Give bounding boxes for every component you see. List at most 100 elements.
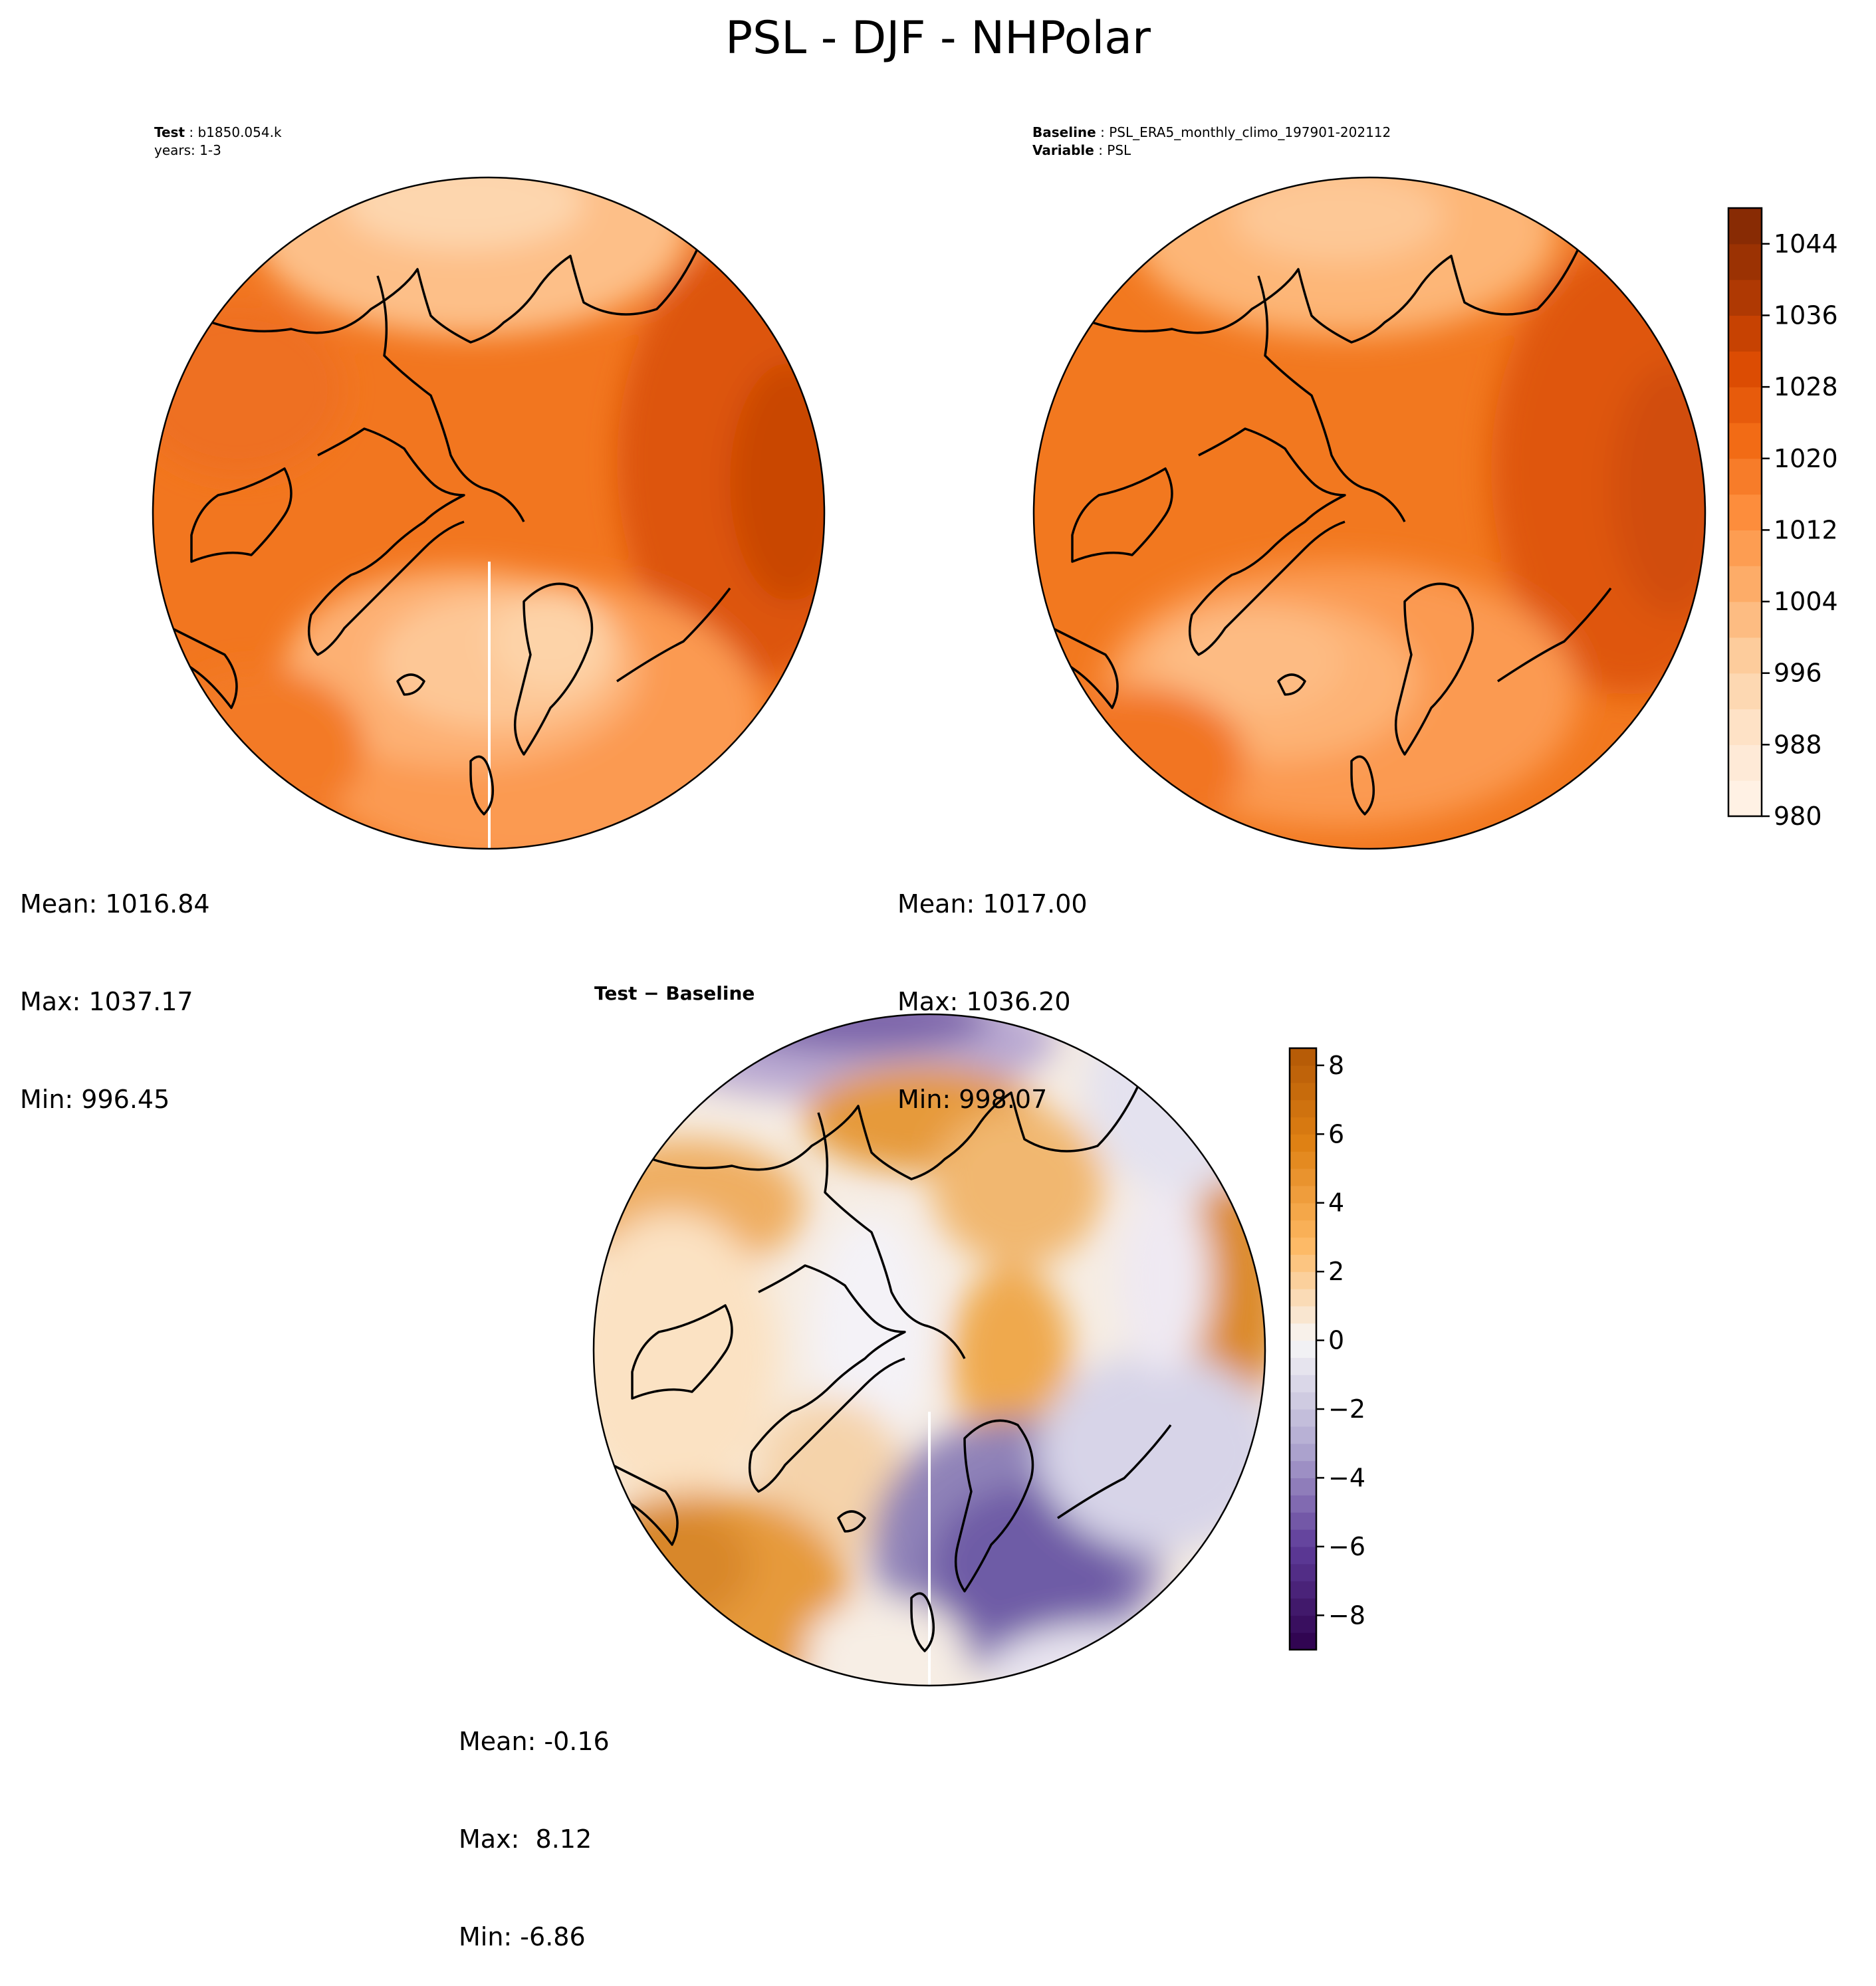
diff-colorbar-segment	[1290, 1529, 1316, 1547]
test-min: Min: 996.45	[20, 1085, 170, 1114]
psl-colorbar-segment	[1728, 494, 1762, 531]
psl-colorbar-tick-label: 1044	[1774, 229, 1838, 259]
baseline-variable-label: Variable	[1032, 142, 1094, 158]
diff-colorbar-segment	[1290, 1151, 1316, 1169]
psl-colorbar-segment	[1728, 709, 1762, 745]
psl-colorbar-tick-label: 1036	[1774, 300, 1838, 330]
diff-colorbar-segment	[1290, 1117, 1316, 1135]
test-stats: Mean: 1016.84 Max: 1037.17 Min: 996.45	[20, 823, 210, 1149]
psl-colorbar-segment	[1728, 530, 1762, 566]
diff-header: Test − Baseline	[594, 982, 755, 1004]
diff-colorbar: 8 6 4 2 0 −2 −4 −6 −8	[1288, 1047, 1365, 1651]
diff-colorbar-segment	[1290, 1134, 1316, 1152]
diff-stats: Mean: -0.16 Max: 8.12 Min: -6.86	[459, 1660, 610, 1986]
diff-colorbar-segment	[1290, 1581, 1316, 1599]
test-header: Test : b1850.054.k years: 1-3	[154, 124, 282, 158]
diff-colorbar-segment	[1290, 1289, 1316, 1307]
diff-colorbar-segment	[1290, 1392, 1316, 1410]
diff-colorbar-segment	[1290, 1048, 1316, 1066]
baseline-stats: Mean: 1017.00 Max: 1036.20 Min: 998.07	[897, 823, 1088, 1149]
diff-colorbar-segment	[1290, 1426, 1316, 1444]
diff-colorbar-segment	[1290, 1546, 1316, 1565]
diff-coastlines	[611, 1072, 1172, 1652]
psl-colorbar: 980 988 996 1004 1012 1020 1028 1036 1044	[1727, 207, 1838, 831]
test-mean: Mean: 1016.84	[20, 889, 210, 919]
psl-colorbar-segment	[1728, 387, 1762, 423]
psl-colorbar-tick-label: 1028	[1774, 372, 1838, 401]
diff-colorbar-tick-label: 2	[1328, 1257, 1344, 1286]
diff-colorbar-segment	[1290, 1254, 1316, 1272]
psl-colorbar-segment	[1728, 744, 1762, 781]
diff-colorbar-segment	[1290, 1563, 1316, 1582]
test-header-years: years: 1-3	[154, 142, 221, 158]
diff-colorbar-segment	[1290, 1357, 1316, 1375]
diff-colorbar-segment	[1290, 1632, 1316, 1650]
test-coastlines	[170, 235, 731, 816]
test-max: Max: 1037.17	[20, 987, 193, 1016]
psl-colorbar-segment	[1728, 602, 1762, 638]
diff-colorbar-segment	[1290, 1409, 1316, 1427]
baseline-mean: Mean: 1017.00	[897, 889, 1088, 919]
diff-min: Min: -6.86	[459, 1922, 586, 1951]
diff-colorbar-segment	[1290, 1512, 1316, 1530]
diff-colorbar-segment	[1290, 1375, 1316, 1392]
psl-colorbar-segment	[1728, 566, 1762, 602]
psl-colorbar-segment	[1728, 208, 1762, 245]
psl-colorbar-tick-label: 996	[1774, 659, 1822, 688]
psl-colorbar-tick-label: 1004	[1774, 587, 1838, 616]
diff-mean: Mean: -0.16	[459, 1727, 610, 1756]
diff-colorbar-segment	[1290, 1185, 1316, 1204]
diff-colorbar-segment	[1290, 1099, 1316, 1118]
psl-colorbar-segment	[1728, 422, 1762, 459]
diff-colorbar-tick-label: 6	[1328, 1119, 1344, 1149]
diff-colorbar-tick-label: 0	[1328, 1326, 1344, 1355]
diff-colorbar-segment	[1290, 1478, 1316, 1495]
diff-colorbar-segment	[1290, 1460, 1316, 1479]
psl-colorbar-segment	[1728, 243, 1762, 280]
baseline-min: Min: 998.07	[897, 1085, 1048, 1114]
diff-colorbar-frame	[1288, 1047, 1318, 1651]
diff-colorbar-segment	[1290, 1598, 1316, 1616]
psl-colorbar-segment	[1728, 351, 1762, 387]
diff-colorbar-tick-label: 4	[1328, 1188, 1344, 1218]
figure-title: PSL - DJF - NHPolar	[725, 12, 1151, 64]
psl-colorbar-segment	[1728, 458, 1762, 495]
diff-map	[592, 1013, 1266, 1687]
diff-colorbar-segment	[1290, 1443, 1316, 1462]
baseline-header-value: PSL_ERA5_monthly_climo_197901-202112	[1109, 124, 1391, 140]
diff-colorbar-segment	[1290, 1271, 1316, 1289]
diff-colorbar-tick-label: −4	[1328, 1463, 1365, 1492]
baseline-coastlines	[1051, 235, 1612, 816]
diff-colorbar-segment	[1290, 1220, 1316, 1238]
test-header-label: Test	[154, 124, 185, 140]
diff-max: Max: 8.12	[459, 1824, 592, 1854]
psl-colorbar-segment	[1728, 673, 1762, 710]
diff-colorbar-tick-label: −2	[1328, 1394, 1365, 1424]
test-header-value: b1850.054.k	[197, 124, 282, 140]
baseline-max: Max: 1036.20	[897, 987, 1071, 1016]
test-map	[152, 176, 826, 850]
diff-colorbar-segment	[1290, 1340, 1316, 1359]
diff-colorbar-segment	[1290, 1082, 1316, 1101]
psl-colorbar-segment	[1728, 279, 1762, 316]
psl-colorbar-tick-label: 980	[1774, 802, 1822, 831]
diff-colorbar-segment	[1290, 1323, 1316, 1341]
psl-colorbar-tick-label: 1012	[1774, 515, 1838, 544]
diff-colorbar-segment	[1290, 1237, 1316, 1255]
psl-colorbar-segment	[1728, 315, 1762, 352]
diff-colorbar-segment	[1290, 1615, 1316, 1633]
psl-colorbar-tick-label: 988	[1774, 730, 1822, 759]
baseline-header: Baseline : PSL_ERA5_monthly_climo_197901…	[1032, 124, 1391, 158]
diff-colorbar-tick-label: −8	[1328, 1600, 1365, 1630]
psl-colorbar-tick-label: 1020	[1774, 444, 1838, 473]
diff-colorbar-tick-label: 8	[1328, 1051, 1344, 1080]
baseline-map	[1032, 176, 1706, 850]
diff-colorbar-segment	[1290, 1065, 1316, 1083]
psl-colorbar-frame	[1727, 207, 1763, 818]
diff-colorbar-segment	[1290, 1168, 1316, 1186]
diff-colorbar-segment	[1290, 1202, 1316, 1221]
psl-colorbar-segment	[1728, 780, 1762, 817]
baseline-variable-value: PSL	[1107, 142, 1131, 158]
psl-colorbar-segment	[1728, 637, 1762, 674]
diff-colorbar-tick-label: −6	[1328, 1532, 1365, 1561]
